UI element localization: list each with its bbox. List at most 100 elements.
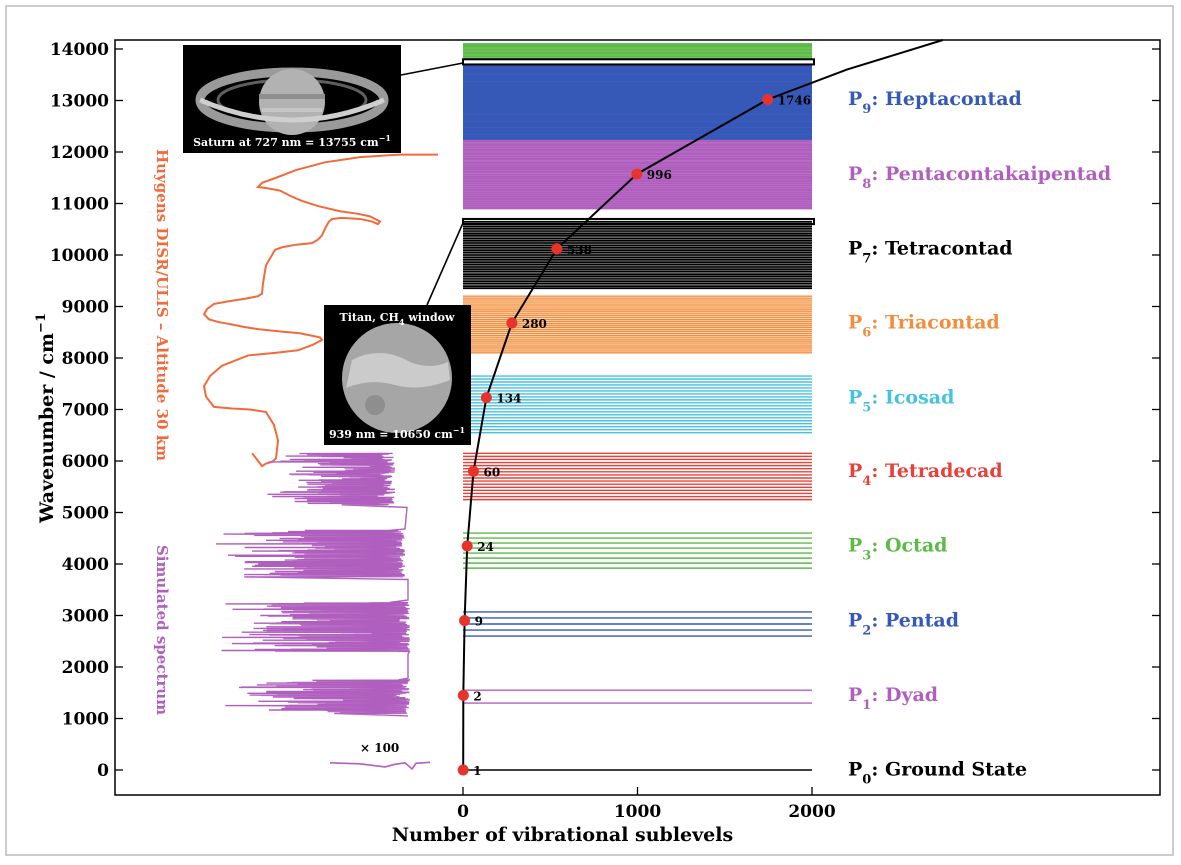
data-label-4: 60 (483, 465, 500, 479)
y-tick-label: 0 (97, 761, 109, 781)
count-line (462, 39, 944, 771)
polyad-sub: 3 (862, 549, 871, 564)
polyad-name: : Triacontad (871, 312, 999, 334)
y-axis-label-sup: −1 (34, 313, 49, 333)
titan-dark-spot (365, 395, 385, 415)
polyad-name: : Pentad (871, 609, 959, 631)
y-tick-label: 14000 (50, 40, 109, 60)
polyad-sub: 6 (862, 326, 871, 341)
y-tick-label: 1000 (62, 710, 109, 730)
data-point-7 (551, 243, 563, 255)
saturn-band (259, 94, 325, 99)
data-point-3 (461, 540, 473, 552)
data-label-0: 1 (473, 764, 481, 778)
y-tick-label: 10000 (50, 246, 109, 266)
huygens-spectrum (202, 153, 438, 468)
window-boxes (462, 58, 815, 226)
polyad-band-2 (463, 611, 812, 637)
x-axis-label: Number of vibrational sublevels (392, 824, 733, 846)
data-label-3: 24 (477, 540, 494, 554)
polyad-name: : Dyad (871, 684, 938, 706)
polyad-sub: 8 (862, 177, 871, 192)
x100-label: × 100 (360, 741, 399, 755)
titan-caption-sub: 4 (399, 317, 405, 327)
polyad-name: : Ground State (871, 759, 1027, 781)
titan-image: Titan, CH4 window 939 nm = 10650 cm−1 (324, 305, 471, 445)
y-tick-label: 12000 (50, 143, 109, 163)
x-tick-label: 1000 (614, 802, 661, 822)
simulated-spectrum (215, 452, 411, 717)
data-label-1: 2 (473, 689, 481, 703)
data-point-1 (457, 689, 469, 701)
titan-window-box (462, 217, 815, 226)
titan-caption-bottom: 939 nm = 10650 cm−1 (329, 425, 465, 441)
saturn-rings-front (199, 97, 385, 123)
titan-caption-tail: window (404, 311, 455, 324)
polyad-sub: 0 (862, 773, 871, 788)
data-point-0 (457, 764, 469, 776)
x-tick-label: 2000 (788, 802, 835, 822)
polyad-name: : Pentacontakaipentad (871, 163, 1111, 185)
saturn-caption-sup: −1 (379, 133, 391, 143)
polyad-name: : Tetradecad (871, 460, 1002, 482)
data-point-9 (762, 93, 774, 105)
data-point-6 (506, 317, 518, 329)
data-label-7: 538 (567, 243, 592, 257)
polyad-sub: 2 (862, 623, 871, 638)
y-axis-label: Wavenumber / cm−1 (34, 313, 58, 524)
y-tick-label: 5000 (62, 504, 109, 524)
polyad-band-3 (463, 532, 812, 569)
data-point-2 (459, 615, 471, 627)
polyad-name: : Octad (871, 535, 947, 557)
data-point-5 (480, 392, 492, 404)
saturn-image: Saturn at 727 nm = 13755 cm−1 (183, 45, 401, 153)
y-tick-label: 7000 (62, 401, 109, 421)
polyad-band-7 (463, 220, 812, 290)
polyad-sub: 1 (862, 698, 871, 713)
polyad-name: : Icosad (871, 386, 954, 408)
y-tick-label: 8000 (62, 349, 109, 369)
polyad-band-10 (463, 43, 812, 60)
polyad-sub: 4 (862, 474, 871, 489)
titan-bright-region (346, 352, 450, 388)
polyad-band-1 (463, 689, 812, 704)
axes: 0100020003000400050006000700080009000100… (34, 40, 1160, 846)
titan-connector (426, 222, 464, 306)
data-point-8 (631, 168, 643, 180)
spectra-layer (202, 153, 438, 771)
y-tick-label: 11000 (50, 195, 109, 215)
y-tick-label: 13000 (50, 92, 109, 112)
x100-trace (329, 761, 431, 771)
saturn-window-box (462, 58, 815, 66)
polyad-band-4 (463, 452, 812, 501)
data-label-6: 280 (522, 317, 547, 331)
polyad-sub: 5 (862, 400, 871, 415)
data-label-5: 134 (496, 392, 521, 406)
polyad-band-9 (463, 63, 812, 140)
y-tick-label: 9000 (62, 298, 109, 318)
polyad-name: : Tetracontad (871, 238, 1012, 260)
saturn-body (259, 69, 325, 135)
data-label-8: 996 (647, 168, 672, 182)
y-tick-label: 3000 (62, 607, 109, 627)
polyad-band-8 (463, 138, 812, 210)
data-label-9: 1746 (778, 93, 811, 107)
inset-images: Saturn at 727 nm = 13755 cm−1 Titan, CH4 … (183, 45, 471, 445)
titan-caption-bottom-sup: −1 (453, 425, 465, 435)
polyad-name: : Heptacontad (871, 88, 1021, 110)
x-tick-label: 0 (457, 802, 469, 822)
data-label-2: 9 (475, 615, 483, 629)
side-labels: Huygens DISR/ULIS – Altitude 30 km Simula… (153, 149, 399, 755)
y-tick-label: 6000 (62, 452, 109, 472)
polyad-sub: 9 (862, 102, 871, 117)
saturn-band (262, 108, 322, 112)
polyad-sub: 7 (862, 252, 871, 267)
y-tick-label: 2000 (62, 658, 109, 678)
saturn-connector (400, 62, 464, 76)
titan-caption-top: Titan, CH4 window (340, 311, 455, 327)
data-point-4 (467, 465, 479, 477)
sublevel-lines (463, 43, 812, 771)
